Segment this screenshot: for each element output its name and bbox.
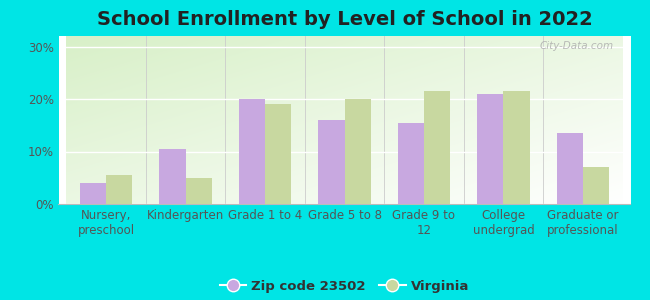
- Bar: [503, 91, 530, 204]
- Bar: [556, 133, 583, 204]
- Bar: [239, 99, 265, 204]
- Bar: [344, 99, 370, 204]
- Bar: [265, 104, 291, 204]
- Bar: [583, 167, 609, 204]
- Bar: [318, 120, 344, 204]
- Text: City-Data.com: City-Data.com: [540, 41, 614, 51]
- Bar: [424, 91, 450, 204]
- Bar: [159, 149, 186, 204]
- Title: School Enrollment by Level of School in 2022: School Enrollment by Level of School in …: [97, 10, 592, 29]
- Bar: [186, 178, 212, 204]
- Legend: Zip code 23502, Virginia: Zip code 23502, Virginia: [214, 274, 474, 298]
- Bar: [106, 175, 133, 204]
- Bar: [398, 123, 424, 204]
- Bar: [80, 183, 106, 204]
- Bar: [477, 94, 503, 204]
